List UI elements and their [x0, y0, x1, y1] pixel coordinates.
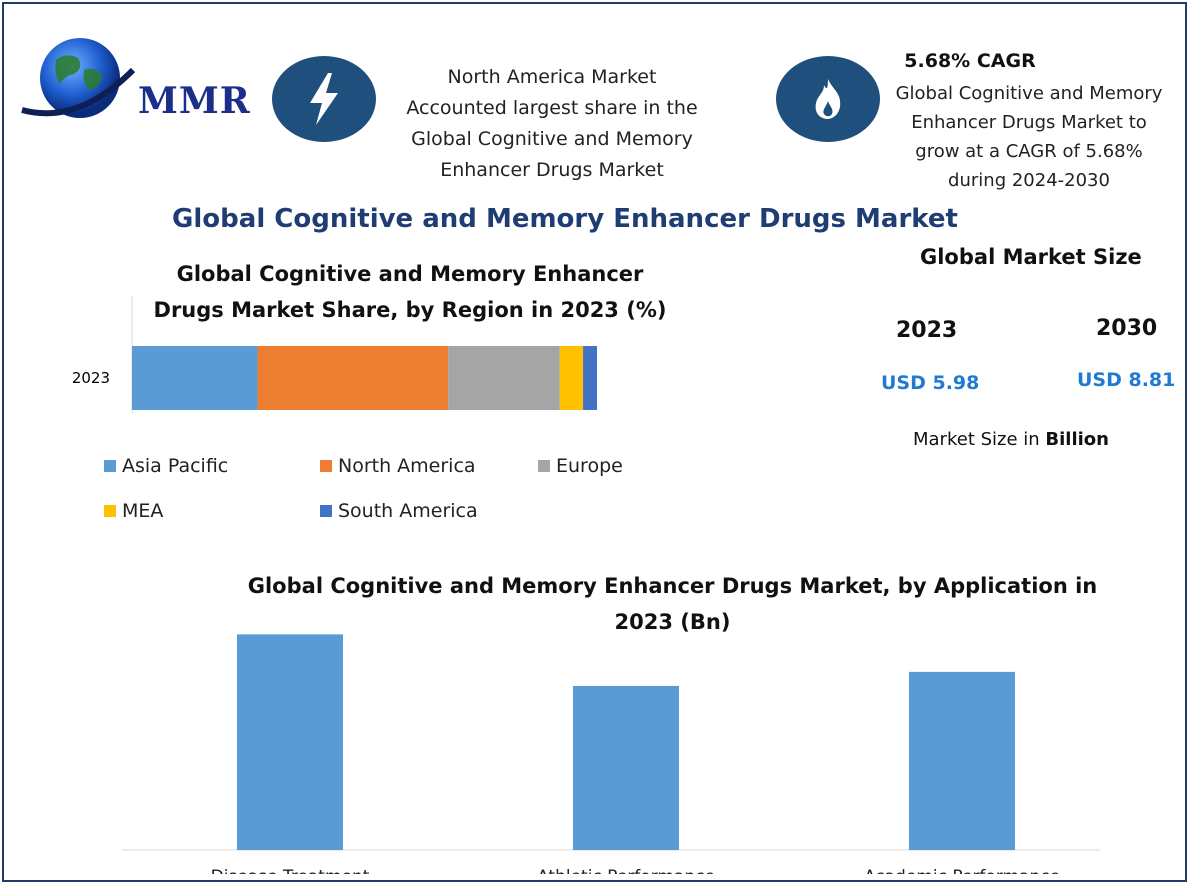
cagr-title: 5.68% CAGR — [904, 50, 1036, 72]
legend-label-south-america: South America — [338, 500, 478, 522]
application-label-disease-treatment: Disease Treatment — [211, 867, 370, 874]
legend-swatch-north-america — [320, 460, 332, 472]
legend-label-europe: Europe — [556, 455, 623, 477]
region-segment-south-america — [583, 346, 597, 410]
application-bar-athletic-performance — [573, 685, 679, 850]
market-year-2023: 2023 — [896, 318, 958, 343]
legend-asia-pacific: Asia Pacific — [104, 455, 228, 477]
globe-icon — [21, 38, 136, 118]
region-segment-europe — [448, 346, 560, 410]
market-size-heading: Global Market Size — [920, 245, 1142, 269]
logo-text: MMR — [138, 80, 251, 122]
application-bar-academic-performance — [909, 671, 1015, 850]
region-share-chart: 2023 — [72, 296, 597, 414]
bolt-icon-circle — [272, 56, 376, 142]
application-chart-title-line-2: 2023 (Bn) — [614, 610, 731, 634]
region-category-label: 2023 — [72, 369, 110, 387]
cagr-line-2: Enhancer Drugs Market to — [911, 112, 1147, 133]
region-highlight-text: North America Market Accounted largest s… — [372, 62, 732, 186]
flame-icon-circle — [776, 56, 880, 142]
cagr-line-3: grow at a CAGR of 5.68% — [915, 141, 1143, 162]
legend-north-america: North America — [320, 455, 476, 477]
mmr-logo: MMR — [18, 30, 258, 130]
application-chart-title-line-1: Global Cognitive and Memory Enhancer Dru… — [247, 574, 1098, 598]
legend-mea: MEA — [104, 500, 163, 522]
market-year-2030: 2030 — [1096, 316, 1158, 341]
legend-swatch-mea — [104, 505, 116, 517]
lightning-bolt-icon — [310, 73, 338, 125]
legend-swatch-asia-pacific — [104, 460, 116, 472]
cagr-description: Global Cognitive and Memory Enhancer Dru… — [874, 79, 1184, 195]
market-value-2030: USD 8.81 — [1077, 369, 1176, 391]
legend-europe: Europe — [538, 455, 623, 477]
application-bars — [237, 634, 1015, 850]
application-label-academic-performance: Academic Performance — [864, 867, 1060, 874]
region-chart-title-line-1: Global Cognitive and Memory Enhancer — [176, 262, 644, 286]
legend-label-mea: MEA — [122, 500, 164, 522]
region-bar-segments — [132, 346, 597, 410]
market-size-note: Market Size in Billion — [913, 429, 1109, 450]
legend-label-asia-pacific: Asia Pacific — [122, 455, 229, 477]
region-line-4: Enhancer Drugs Market — [440, 159, 664, 181]
market-size-unit: Billion — [1045, 429, 1109, 450]
flame-icon — [815, 79, 841, 119]
main-title: Global Cognitive and Memory Enhancer Dru… — [172, 204, 958, 234]
market-size-note-prefix: Market Size in — [913, 429, 1046, 450]
legend-swatch-europe — [538, 460, 550, 472]
application-bar-chart: Disease Treatment Athletic Performance Aca… — [122, 634, 1100, 874]
region-segment-north-america — [257, 346, 449, 410]
legend-label-north-america: North America — [338, 455, 476, 477]
application-label-athletic-performance: Athletic Performance — [537, 867, 715, 874]
region-chart-title: Global Cognitive and Memory Enhancer Dru… — [120, 256, 700, 328]
legend-south-america: South America — [320, 500, 478, 522]
region-chart-title-line-2: Drugs Market Share, by Region in 2023 (%… — [153, 298, 667, 322]
application-category-labels: Disease Treatment Athletic Performance Aca… — [211, 867, 1060, 874]
application-chart-title: Global Cognitive and Memory Enhancer Dru… — [200, 568, 1145, 640]
application-bar-disease-treatment — [237, 634, 343, 850]
region-segment-asia-pacific — [132, 346, 258, 410]
cagr-line-1: Global Cognitive and Memory — [895, 83, 1163, 104]
region-segment-mea — [559, 346, 584, 410]
region-line-1: North America Market — [447, 66, 657, 88]
market-value-2023: USD 5.98 — [881, 372, 980, 394]
legend-swatch-south-america — [320, 505, 332, 517]
region-line-3: Global Cognitive and Memory — [411, 128, 693, 150]
region-line-2: Accounted largest share in the — [406, 97, 698, 119]
cagr-line-4: during 2024-2030 — [948, 170, 1110, 191]
